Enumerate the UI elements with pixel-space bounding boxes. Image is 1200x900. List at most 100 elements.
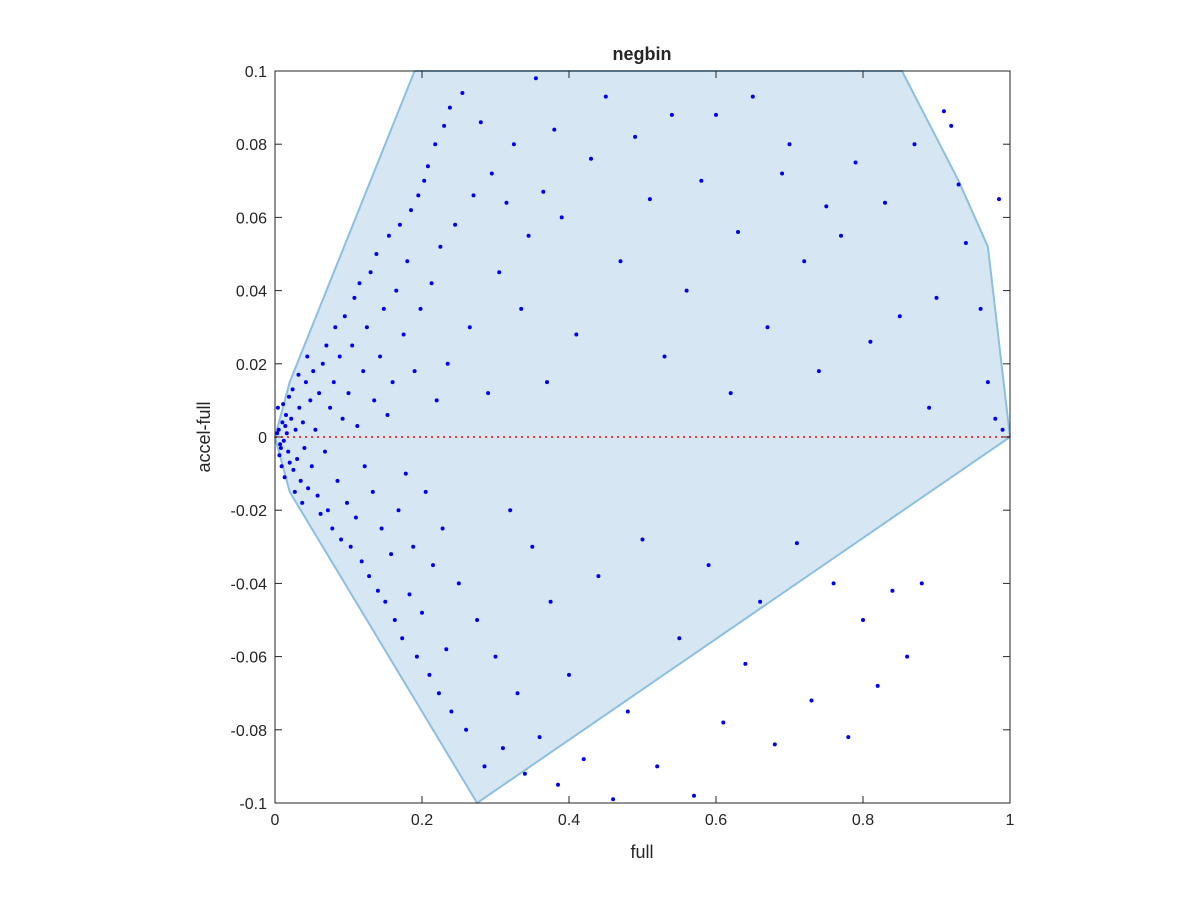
data-point — [436, 691, 441, 696]
data-point — [283, 424, 288, 428]
data-point — [905, 654, 910, 659]
data-point — [511, 142, 516, 147]
data-point — [596, 574, 601, 579]
data-point — [478, 120, 483, 125]
data-point — [559, 215, 564, 220]
data-point — [956, 182, 961, 187]
x-axis-label: full — [630, 842, 653, 862]
data-point — [780, 171, 785, 176]
data-point — [802, 259, 807, 264]
data-point — [357, 281, 362, 286]
y-axis-ticks: -0.1 -0.08 -0.06 -0.04 -0.02 0 0.02 0.04 0.06 0.0… — [231, 64, 1010, 813]
data-point — [519, 306, 524, 311]
data-point — [567, 672, 571, 677]
data-point — [949, 123, 954, 128]
data-point — [401, 332, 406, 337]
data-point — [290, 387, 295, 392]
data-point — [403, 471, 408, 476]
data-point — [418, 306, 423, 311]
data-point — [409, 208, 413, 213]
data-point — [816, 369, 821, 374]
data-point — [486, 391, 491, 396]
y-tick-label: 0.02 — [236, 357, 267, 374]
data-point — [281, 402, 286, 407]
data-point — [346, 391, 351, 396]
data-point — [530, 544, 535, 549]
data-point — [317, 391, 322, 396]
data-point — [278, 446, 283, 450]
data-point — [378, 354, 383, 359]
data-point — [750, 94, 755, 99]
data-point — [286, 449, 291, 454]
data-point — [522, 771, 527, 776]
data-point — [335, 478, 340, 483]
data-point — [699, 178, 704, 183]
data-point — [337, 354, 342, 359]
data-point — [545, 380, 549, 385]
data-point — [603, 94, 608, 99]
data-point — [787, 142, 792, 147]
data-point — [407, 592, 412, 597]
data-point — [655, 764, 660, 769]
data-point — [339, 537, 344, 542]
data-point — [728, 391, 733, 396]
data-point — [300, 500, 305, 505]
y-tick-label: 0.08 — [236, 137, 267, 154]
data-point — [345, 500, 349, 505]
data-point — [467, 325, 472, 330]
y-tick-label: -0.04 — [231, 576, 268, 593]
data-point — [309, 464, 314, 469]
y-tick-label: 0.06 — [236, 210, 267, 227]
data-point — [278, 442, 283, 447]
data-point — [743, 661, 748, 666]
data-point — [292, 489, 297, 494]
data-point — [427, 672, 432, 677]
data-point — [669, 112, 674, 117]
data-point — [853, 160, 858, 165]
data-point — [325, 508, 330, 513]
data-point — [422, 178, 427, 183]
data-point — [282, 475, 287, 480]
data-point — [692, 793, 696, 798]
data-point — [993, 416, 998, 421]
data-point — [526, 233, 531, 238]
data-point — [875, 683, 880, 688]
data-point — [353, 515, 358, 520]
data-point — [890, 588, 895, 593]
data-point — [611, 797, 616, 802]
data-points — [275, 76, 1005, 802]
data-point — [552, 127, 557, 132]
data-point — [883, 200, 887, 205]
data-point — [640, 537, 645, 542]
data-point — [497, 270, 502, 275]
data-point — [493, 654, 498, 659]
y-tick-label: -0.02 — [231, 503, 268, 520]
data-point — [414, 654, 419, 659]
y-tick-label: 0.04 — [236, 284, 267, 301]
data-point — [919, 581, 924, 586]
data-point — [359, 559, 364, 564]
data-point — [331, 380, 336, 385]
data-point — [284, 413, 288, 417]
data-point — [927, 405, 932, 410]
data-point — [423, 489, 428, 494]
data-point — [431, 563, 435, 568]
data-point — [324, 343, 329, 348]
data-point — [279, 464, 284, 469]
data-point — [772, 742, 777, 747]
data-point — [677, 636, 682, 641]
data-point — [504, 200, 509, 205]
data-point — [333, 325, 338, 330]
data-point — [445, 361, 450, 366]
data-point — [824, 204, 829, 209]
data-point — [647, 197, 652, 202]
data-point — [1000, 427, 1005, 432]
x-tick-label: 0.8 — [852, 812, 874, 829]
data-point — [315, 493, 320, 498]
data-point — [330, 526, 335, 531]
data-point — [794, 541, 799, 546]
data-point — [297, 405, 302, 410]
data-point — [275, 431, 280, 436]
data-point — [368, 270, 373, 275]
